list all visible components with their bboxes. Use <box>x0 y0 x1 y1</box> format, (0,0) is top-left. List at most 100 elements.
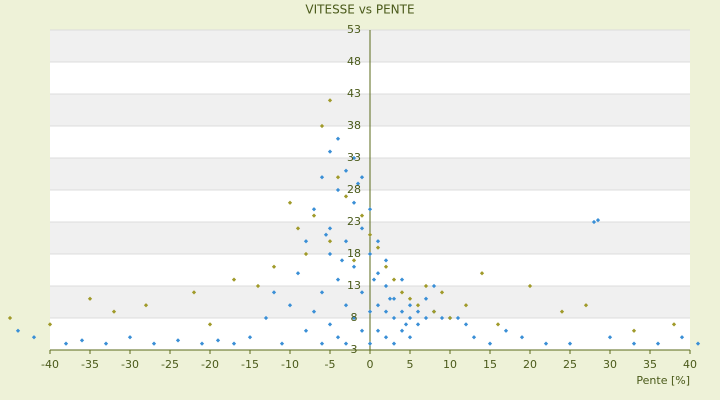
x-tick-label: -10 <box>281 358 299 371</box>
point <box>335 277 341 282</box>
y-tick-label: 48 <box>347 55 361 68</box>
point <box>351 264 357 269</box>
point <box>359 290 365 295</box>
x-tick-label: 10 <box>443 358 457 371</box>
point <box>375 303 381 308</box>
y-tick-label: 53 <box>347 23 361 36</box>
point <box>383 283 389 289</box>
point <box>295 271 301 276</box>
x-tick-label: 25 <box>563 358 577 371</box>
point <box>387 296 393 301</box>
point <box>671 322 677 327</box>
y-tick-label: 43 <box>347 87 361 100</box>
y-tick-label: 33 <box>347 151 361 164</box>
point <box>567 341 573 346</box>
point <box>423 283 429 289</box>
point <box>679 335 685 340</box>
point <box>383 264 389 269</box>
chart-title: VITESSE vs PENTE <box>305 3 414 17</box>
point <box>343 239 349 244</box>
y-tick-label: 13 <box>347 279 361 292</box>
point <box>279 341 285 346</box>
point <box>231 277 237 282</box>
point <box>199 341 205 346</box>
point <box>695 341 701 346</box>
x-tick-label: -35 <box>81 358 99 371</box>
point <box>127 335 133 340</box>
point <box>207 322 213 327</box>
point <box>591 219 597 225</box>
point <box>407 296 413 301</box>
point <box>543 341 549 346</box>
point <box>351 315 357 321</box>
point <box>431 309 437 314</box>
point <box>527 283 533 289</box>
x-axis-title: Pente [%] <box>636 374 690 387</box>
point <box>391 277 397 282</box>
point <box>367 251 373 257</box>
point <box>367 309 373 314</box>
point <box>391 315 397 321</box>
x-tick-label: -20 <box>201 358 219 371</box>
point <box>343 168 349 173</box>
point <box>287 303 293 308</box>
point <box>143 303 149 308</box>
point <box>335 187 341 193</box>
y-tick-label: 3 <box>351 343 358 356</box>
point <box>423 296 429 301</box>
y-tick-label: 28 <box>347 183 361 196</box>
point <box>631 328 637 333</box>
point <box>359 328 365 333</box>
point <box>351 200 357 205</box>
point <box>367 232 373 237</box>
x-tick-label: 35 <box>643 358 657 371</box>
point <box>415 303 421 308</box>
x-tick-label: -25 <box>161 358 179 371</box>
x-tick-label: 15 <box>483 358 497 371</box>
point <box>399 328 405 333</box>
y-tick-label: 38 <box>347 119 361 132</box>
point <box>339 258 345 263</box>
x-tick-label: 5 <box>407 358 414 371</box>
x-tick-label: -5 <box>325 358 336 371</box>
point <box>503 328 509 333</box>
point <box>335 335 341 340</box>
point <box>463 303 469 308</box>
x-tick-label: -30 <box>121 358 139 371</box>
point <box>191 290 197 295</box>
y-tick-label: 23 <box>347 215 361 228</box>
point <box>359 175 365 180</box>
x-tick-label: -15 <box>241 358 259 371</box>
point <box>335 136 341 141</box>
point <box>303 251 309 257</box>
point <box>351 258 357 263</box>
point <box>607 335 613 340</box>
point <box>327 149 333 154</box>
point <box>423 315 429 321</box>
point <box>359 213 365 218</box>
point <box>327 322 333 327</box>
point <box>359 226 365 231</box>
point <box>391 341 397 346</box>
y-tick-label: 18 <box>347 247 361 260</box>
point <box>431 283 437 289</box>
point <box>495 322 501 327</box>
point <box>399 277 405 282</box>
point <box>407 335 413 340</box>
point <box>471 335 477 340</box>
point <box>399 309 405 314</box>
x-tick-label: -40 <box>41 358 59 371</box>
point <box>367 341 373 346</box>
point <box>343 303 349 308</box>
point <box>407 315 413 321</box>
point <box>415 322 421 327</box>
point <box>231 341 237 346</box>
x-tick-label: 0 <box>367 358 374 371</box>
point <box>375 271 381 276</box>
point <box>319 341 325 346</box>
point <box>463 322 469 327</box>
point <box>383 258 389 263</box>
point <box>247 335 253 340</box>
point <box>271 290 277 295</box>
point <box>391 296 397 301</box>
